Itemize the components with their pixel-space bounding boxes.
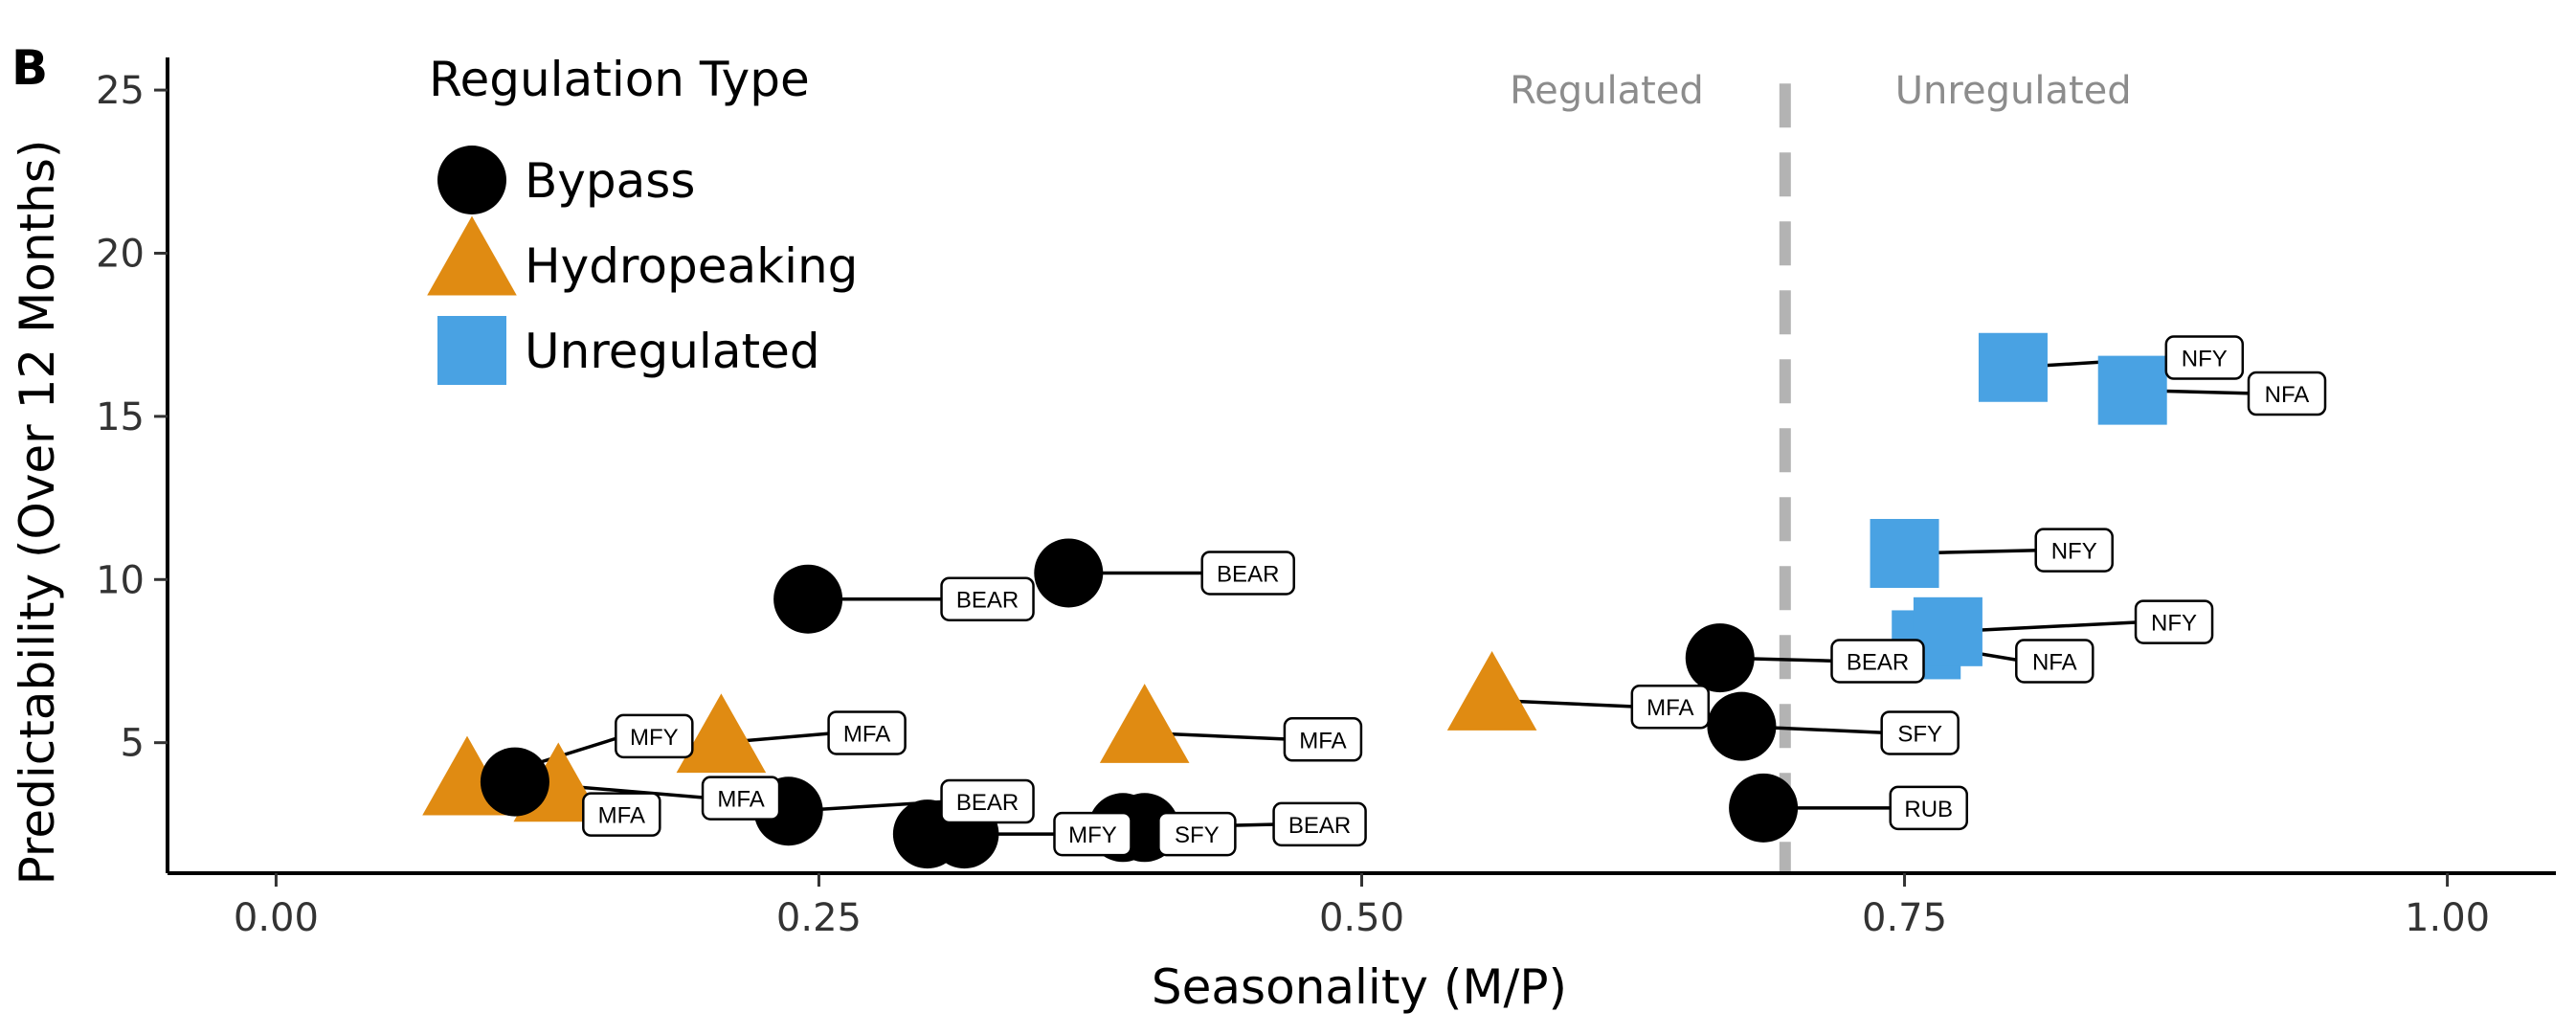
point-label-box	[827, 710, 907, 755]
unregulated-point	[1913, 596, 1982, 666]
bypass-point	[773, 564, 843, 634]
hydropeaking-point	[1099, 684, 1190, 763]
bypass-point	[1707, 691, 1777, 761]
legend-title: Regulation Type	[429, 52, 810, 107]
hydropeaking-point	[676, 693, 767, 774]
point-label-box	[1157, 811, 1237, 857]
point-label-box	[2164, 335, 2245, 380]
point-label-box	[2015, 639, 2094, 684]
point-label: BEAR	[1288, 813, 1351, 839]
point-label: SFY	[1175, 822, 1220, 848]
bypass-point	[1034, 538, 1104, 608]
point-label-box	[1200, 551, 1295, 596]
point-label: NFY	[2182, 347, 2228, 372]
panel-label: B	[11, 40, 48, 96]
bypass-point	[1685, 623, 1755, 693]
point-label-box	[1830, 639, 1925, 684]
point-label: BEAR	[956, 790, 1019, 816]
point-label: MFY	[630, 725, 679, 751]
bypass-point	[480, 747, 549, 817]
point-label-box	[2034, 528, 2114, 573]
hydropeaking-point	[1446, 651, 1537, 731]
region-label-regulated: Regulated	[1510, 69, 1704, 113]
point-label-box	[1283, 717, 1363, 762]
legend-square-icon	[437, 316, 506, 385]
x-tick-label: 1.00	[2405, 896, 2490, 940]
y-tick-label: 5	[121, 722, 145, 766]
unregulated-point	[2097, 355, 2167, 425]
point-label: BEAR	[1217, 561, 1279, 587]
point-label: MFY	[1068, 822, 1117, 848]
y-tick-label: 20	[96, 232, 145, 276]
y-axis-title: Predictability (Over 12 Months)	[10, 140, 65, 886]
point-label: MFA	[1646, 695, 1693, 721]
legend-circle-icon	[437, 146, 506, 214]
x-tick-label: 0.25	[776, 896, 862, 940]
point-label: NFY	[2051, 539, 2097, 565]
legend-label: Unregulated	[525, 324, 820, 379]
y-tick-label: 15	[96, 395, 145, 439]
x-tick-label: 0.75	[1862, 896, 1947, 940]
point-label-box	[1272, 801, 1367, 847]
bypass-point	[1729, 773, 1799, 843]
point-label-box	[2134, 599, 2214, 644]
x-axis-title: Seasonality (M/P)	[1152, 959, 1567, 1015]
point-label: SFY	[1897, 721, 1942, 747]
legend-label: Hydropeaking	[525, 238, 858, 294]
point-label-box	[1889, 785, 1968, 831]
point-label: NFY	[2151, 611, 2197, 637]
point-label-box	[701, 776, 781, 821]
point-label-box	[940, 778, 1035, 824]
y-tick-label: 25	[96, 69, 145, 113]
point-label-box	[582, 792, 661, 837]
point-label-box	[1880, 710, 1960, 755]
point-label: MFA	[598, 803, 645, 829]
point-label-box	[1053, 811, 1132, 857]
point-label: MFA	[1299, 728, 1346, 754]
point-label: RUB	[1904, 797, 1953, 822]
point-label-box	[2247, 371, 2327, 416]
point-label: NFA	[2032, 649, 2077, 675]
point-label: NFA	[2265, 382, 2310, 408]
x-tick-label: 0.00	[234, 896, 319, 940]
unregulated-point	[1870, 519, 1939, 589]
point-label: MFA	[717, 787, 764, 813]
legend-label: Bypass	[525, 153, 695, 209]
x-tick-label: 0.50	[1319, 896, 1404, 940]
point-label: BEAR	[1847, 649, 1909, 675]
region-label-unregulated: Unregulated	[1895, 69, 2132, 113]
point-label-box	[1630, 684, 1711, 730]
unregulated-point	[1978, 332, 2048, 402]
legend-triangle-icon	[427, 215, 517, 296]
point-label: MFA	[843, 721, 890, 747]
y-tick-label: 10	[96, 558, 145, 602]
point-label-box	[940, 576, 1035, 621]
point-label-box	[615, 713, 694, 759]
point-label: BEAR	[956, 588, 1019, 614]
